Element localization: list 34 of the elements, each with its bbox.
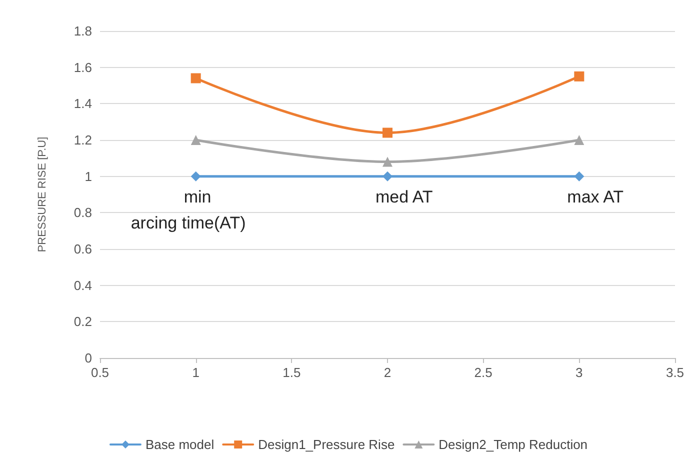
x-tick-label: 3.5 xyxy=(666,365,684,380)
legend-label: Design1_Pressure Rise xyxy=(258,437,395,452)
annotation: max AT xyxy=(567,187,624,206)
point xyxy=(382,156,392,167)
x-tick-label: 1 xyxy=(192,365,200,380)
point xyxy=(190,135,201,145)
annotation: med AT xyxy=(376,187,433,206)
y-tick-label: 1.8 xyxy=(74,24,92,38)
x-tick-label: 3 xyxy=(576,365,583,380)
y-tick-label: 0.6 xyxy=(74,242,92,256)
point xyxy=(574,71,584,82)
annotation: arcing time(AT) xyxy=(130,213,246,232)
x-tick-label: 2.5 xyxy=(474,365,492,380)
x-tick-label: 0.5 xyxy=(90,365,110,380)
x-tick-label: 1.5 xyxy=(282,365,301,380)
point xyxy=(190,73,201,84)
point xyxy=(382,171,392,182)
y-tick-label: 0.2 xyxy=(74,314,92,330)
point xyxy=(574,171,584,182)
legend-label: Design2_Temp Reduction xyxy=(438,437,588,452)
annotation: min xyxy=(184,187,212,206)
y-tick-label: 0 xyxy=(84,350,92,366)
legend-label: Base model xyxy=(145,437,214,452)
y-tick-label: 0.4 xyxy=(74,278,92,293)
point xyxy=(190,171,201,182)
y-tick-label: 1.4 xyxy=(74,96,92,112)
point xyxy=(574,135,584,145)
y-tick-label: 0.8 xyxy=(74,205,92,220)
y-axis-title: PRESSURE RISE [P.U] xyxy=(36,136,48,252)
y-tick-label: 1.2 xyxy=(74,132,92,148)
point xyxy=(382,128,392,138)
y-tick-label: 1 xyxy=(84,168,92,184)
y-tick-label: 1.6 xyxy=(74,60,92,75)
x-tick-label: 2 xyxy=(384,365,392,380)
